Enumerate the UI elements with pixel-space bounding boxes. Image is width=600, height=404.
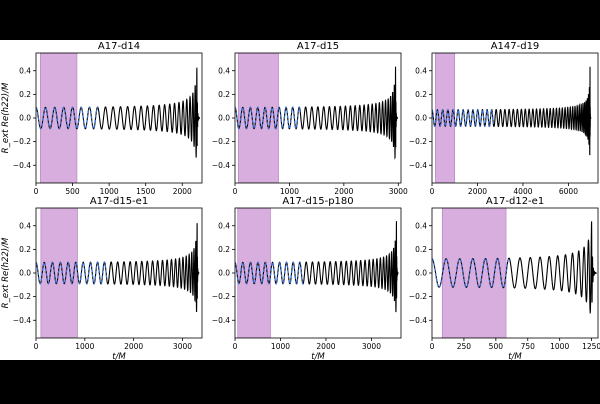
y-tick-label: 0.0 xyxy=(415,114,427,123)
x-axis-label: t/M xyxy=(311,352,325,362)
fit-window-region xyxy=(441,208,507,338)
x-tick-label: 0 xyxy=(430,187,435,196)
x-tick-label: 2000 xyxy=(316,342,335,351)
x-tick-label: 3000 xyxy=(173,342,192,351)
subplot-3: A147-d19 0 2000 4000 6000 −0.4 −0.2 0.0 0.2 0.4 xyxy=(409,41,599,196)
y-tick-label: −0.2 xyxy=(409,292,427,301)
subplot-6: A17-d12-e1 0 250 500 750 1000 1250 −0.4 −0.2 0.0 0… xyxy=(409,196,600,362)
fit-line xyxy=(235,261,304,285)
y-tick-label: 0.4 xyxy=(19,221,31,230)
x-tick-label: 1000 xyxy=(100,187,119,196)
y-tick-label: −0.4 xyxy=(212,316,230,325)
fit-line xyxy=(36,261,108,285)
x-tick-label: 2000 xyxy=(334,187,353,196)
y-axis-label: R_ext Re(h22)/M xyxy=(1,82,11,153)
x-tick-label: 250 xyxy=(457,342,472,351)
x-tick-label: 2000 xyxy=(173,187,192,196)
fit-window-region xyxy=(237,208,271,338)
y-tick-label: 0.4 xyxy=(415,221,427,230)
x-tick-label: 0 xyxy=(430,342,435,351)
waveform-line xyxy=(235,221,399,313)
subplot-title: A17-d15-p180 xyxy=(282,196,353,207)
x-tick-label: 0 xyxy=(233,342,238,351)
y-tick-label: 0.4 xyxy=(415,66,427,75)
y-tick-label: −0.2 xyxy=(13,137,31,146)
y-tick-label: 0.4 xyxy=(218,221,230,230)
y-tick-label: −0.4 xyxy=(13,161,31,170)
waveform-line xyxy=(36,223,200,312)
subplot-title: A17-d15 xyxy=(297,41,339,52)
x-tick-label: 500 xyxy=(489,342,504,351)
fit-window-region xyxy=(40,208,78,338)
y-tick-label: 0.2 xyxy=(415,90,427,99)
y-tick-label: 0.2 xyxy=(218,245,230,254)
x-tick-label: 6000 xyxy=(559,187,578,196)
y-tick-label: −0.2 xyxy=(409,137,427,146)
x-tick-label: 1000 xyxy=(271,342,290,351)
x-tick-label: 500 xyxy=(65,187,80,196)
x-tick-label: 0 xyxy=(34,187,39,196)
y-tick-label: 0.0 xyxy=(218,269,230,278)
y-tick-label: 0.4 xyxy=(218,66,230,75)
y-tick-label: 0.0 xyxy=(415,269,427,278)
subplot-2: A17-d15 0 1000 2000 3000 −0.4 −0.2 0.0 0.2 0.4 xyxy=(212,41,408,196)
y-tick-label: −0.4 xyxy=(409,316,427,325)
y-axis-label: R_ext Re(h22)/M xyxy=(1,237,11,308)
subplot-title: A17-d14 xyxy=(98,41,140,52)
y-tick-label: −0.2 xyxy=(13,292,31,301)
subplot-5: A17-d15-p180 0 1000 2000 3000 −0.4 −0.2 0.0 0.2 0… xyxy=(212,196,402,362)
y-tick-label: −0.4 xyxy=(212,161,230,170)
fit-line xyxy=(432,108,494,128)
y-tick-label: 0.2 xyxy=(19,90,31,99)
x-tick-label: 1000 xyxy=(75,342,94,351)
x-tick-label: 2000 xyxy=(468,187,487,196)
y-tick-label: −0.4 xyxy=(13,316,31,325)
y-tick-label: 0.0 xyxy=(19,114,31,123)
x-tick-label: 1000 xyxy=(280,187,299,196)
x-axis-label: t/M xyxy=(508,352,522,362)
subplot-title: A17-d12-e1 xyxy=(486,196,544,207)
fit-window-region xyxy=(40,53,78,183)
x-tick-label: 0 xyxy=(233,187,238,196)
y-tick-label: 0.2 xyxy=(218,90,230,99)
x-tick-label: 3000 xyxy=(362,342,381,351)
x-tick-label: 1000 xyxy=(550,342,569,351)
x-tick-label: 0 xyxy=(34,342,39,351)
x-tick-label: 3000 xyxy=(389,187,408,196)
y-tick-label: 0.0 xyxy=(218,114,230,123)
y-tick-label: −0.2 xyxy=(212,292,230,301)
fit-line xyxy=(36,106,99,130)
y-tick-label: −0.2 xyxy=(212,137,230,146)
y-tick-label: 0.2 xyxy=(19,245,31,254)
y-tick-label: 0.0 xyxy=(19,269,31,278)
x-tick-label: 750 xyxy=(521,342,536,351)
y-tick-label: 0.2 xyxy=(415,245,427,254)
fit-line xyxy=(432,257,510,289)
subplot-4: A17-d15-e1 0 1000 2000 3000 −0.4 −0.2 0.0 0.2 0.4… xyxy=(1,196,203,362)
y-tick-label: 0.4 xyxy=(19,66,31,75)
y-tick-label: −0.4 xyxy=(409,161,427,170)
waveform-line xyxy=(432,221,597,315)
subplot-title: A17-d15-e1 xyxy=(90,196,148,207)
x-tick-label: 1250 xyxy=(582,342,600,351)
subplot-title: A147-d19 xyxy=(491,41,540,52)
x-tick-label: 4000 xyxy=(513,187,532,196)
x-tick-label: 1500 xyxy=(136,187,155,196)
fit-line xyxy=(235,106,301,130)
x-tick-label: 2000 xyxy=(124,342,143,351)
subplot-1: A17-d14 0 500 1000 1500 2000 −0.4 −0.2 0.0 0.2 0.4… xyxy=(1,41,203,196)
x-axis-label: t/M xyxy=(112,352,126,362)
